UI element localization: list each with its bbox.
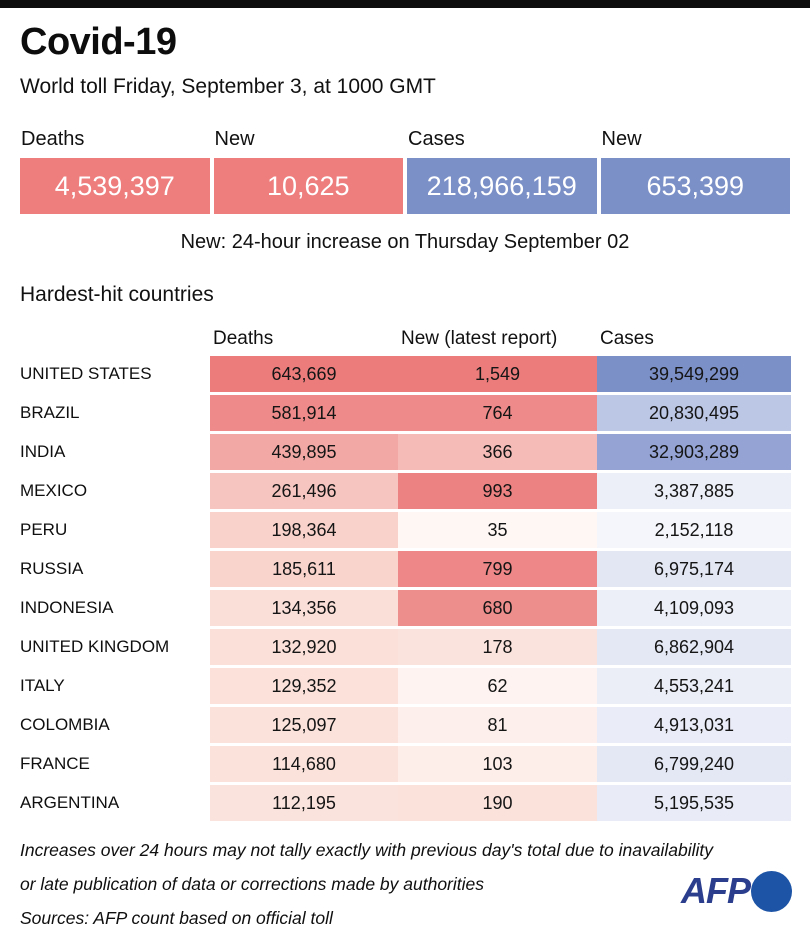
column-header-cases: Cases [600,328,654,349]
country-label: ARGENTINA [20,793,120,812]
summary-label: New [601,128,642,150]
deaths-cell: 198,364 [210,512,398,548]
section-heading: Hardest-hit countries [20,283,214,306]
country-label: UNITED STATES [20,364,152,383]
table-row: INDIA 439,895 366 32,903,289 [20,434,791,470]
table-row: MEXICO 261,496 993 3,387,885 [20,473,791,509]
country-label: MEXICO [20,481,88,500]
new-cell: 62 [398,668,597,704]
new-cell: 190 [398,785,597,821]
footnote-line-1: Increases over 24 hours may not tally ex… [20,840,713,860]
summary-note: New: 24-hour increase on Thursday Septem… [180,231,630,253]
deaths-cell: 643,669 [210,356,398,392]
deaths-cell: 132,920 [210,629,398,665]
page-title: Covid-19 [20,21,177,63]
deaths-cell: 581,914 [210,395,398,431]
country-label: COLOMBIA [20,715,110,734]
deaths-cell: 114,680 [210,746,398,782]
summary-label: Cases [408,128,465,150]
summary-value-box: 653,399 [600,158,790,214]
deaths-cell: 134,356 [210,590,398,626]
new-cell: 1,549 [398,356,597,392]
deaths-cell: 129,352 [210,668,398,704]
table-row: ARGENTINA 112,195 190 5,195,535 [20,785,791,821]
column-header-country [20,328,210,350]
cases-cell: 4,109,093 [597,590,791,626]
deaths-cell: 439,895 [210,434,398,470]
country-label: RUSSIA [20,559,84,578]
new-cell: 35 [398,512,597,548]
table-row: COLOMBIA 125,097 81 4,913,031 [20,707,791,743]
cases-cell: 20,830,495 [597,395,791,431]
top-accent-bar [0,0,810,8]
country-label: FRANCE [20,754,90,773]
new-cell: 81 [398,707,597,743]
table-rows: UNITED STATES 643,669 1,549 39,549,299 BRAZI… [20,356,791,821]
afp-logo: AFP [681,870,792,912]
cases-cell: 32,903,289 [597,434,791,470]
new-cell: 103 [398,746,597,782]
cases-cell: 4,553,241 [597,668,791,704]
new-cell: 680 [398,590,597,626]
new-cell: 993 [398,473,597,509]
new-cell: 799 [398,551,597,587]
cases-cell: 3,387,885 [597,473,791,509]
table-row: UNITED STATES 643,669 1,549 39,549,299 [20,356,791,392]
new-cell: 764 [398,395,597,431]
infographic: Covid-19 World toll Friday, September 3,… [0,21,810,929]
table-row: UNITED KINGDOM 132,920 178 6,862,904 [20,629,791,665]
table-row: RUSSIA 185,611 799 6,975,174 [20,551,791,587]
cases-cell: 4,913,031 [597,707,791,743]
table-row: BRAZIL 581,914 764 20,830,495 [20,395,791,431]
cases-cell: 6,975,174 [597,551,791,587]
cases-cell: 2,152,118 [597,512,791,548]
column-header-deaths: Deaths [213,328,274,349]
summary-new-deaths: New 10,625 [213,128,403,214]
country-label: PERU [20,520,68,539]
footnotes: Increases over 24 hours may not tally ex… [20,840,790,929]
summary-value-box: 218,966,159 [407,158,597,214]
world-summary: Deaths 4,539,397 New 10,625 Cases 218,96… [20,128,790,214]
column-header-new: New (latest report) [401,328,558,349]
summary-value-box: 10,625 [213,158,403,214]
table-row: PERU 198,364 35 2,152,118 [20,512,791,548]
new-cell: 366 [398,434,597,470]
cases-cell: 39,549,299 [597,356,791,392]
countries-table: Deaths New (latest report) Cases UNITED … [20,328,791,821]
afp-globe-icon [751,870,792,912]
summary-new-cases: New 653,399 [600,128,790,214]
summary-label: New [214,128,255,150]
page-subtitle: World toll Friday, September 3, at 1000 … [20,75,436,98]
new-cell: 178 [398,629,597,665]
table-row: INDONESIA 134,356 680 4,109,093 [20,590,791,626]
summary-label: Deaths [21,128,85,150]
footnote-line-2: or late publication of data or correctio… [20,874,485,894]
table-row: ITALY 129,352 62 4,553,241 [20,668,791,704]
country-label: UNITED KINGDOM [20,637,170,656]
table-row: FRANCE 114,680 103 6,799,240 [20,746,791,782]
country-label: INDIA [20,442,66,461]
cases-cell: 6,799,240 [597,746,791,782]
summary-value-box: 4,539,397 [20,158,210,214]
afp-logo-text: AFP [681,870,751,911]
source-line: Sources: AFP count based on official tol… [20,908,333,928]
country-label: BRAZIL [20,403,80,422]
country-label: ITALY [20,676,65,695]
deaths-cell: 125,097 [210,707,398,743]
country-label: INDONESIA [20,598,114,617]
table-header-row: Deaths New (latest report) Cases [20,328,790,350]
deaths-cell: 185,611 [210,551,398,587]
summary-cases: Cases 218,966,159 [407,128,597,214]
cases-cell: 5,195,535 [597,785,791,821]
cases-cell: 6,862,904 [597,629,791,665]
deaths-cell: 261,496 [210,473,398,509]
deaths-cell: 112,195 [210,785,398,821]
summary-deaths: Deaths 4,539,397 [20,128,210,214]
